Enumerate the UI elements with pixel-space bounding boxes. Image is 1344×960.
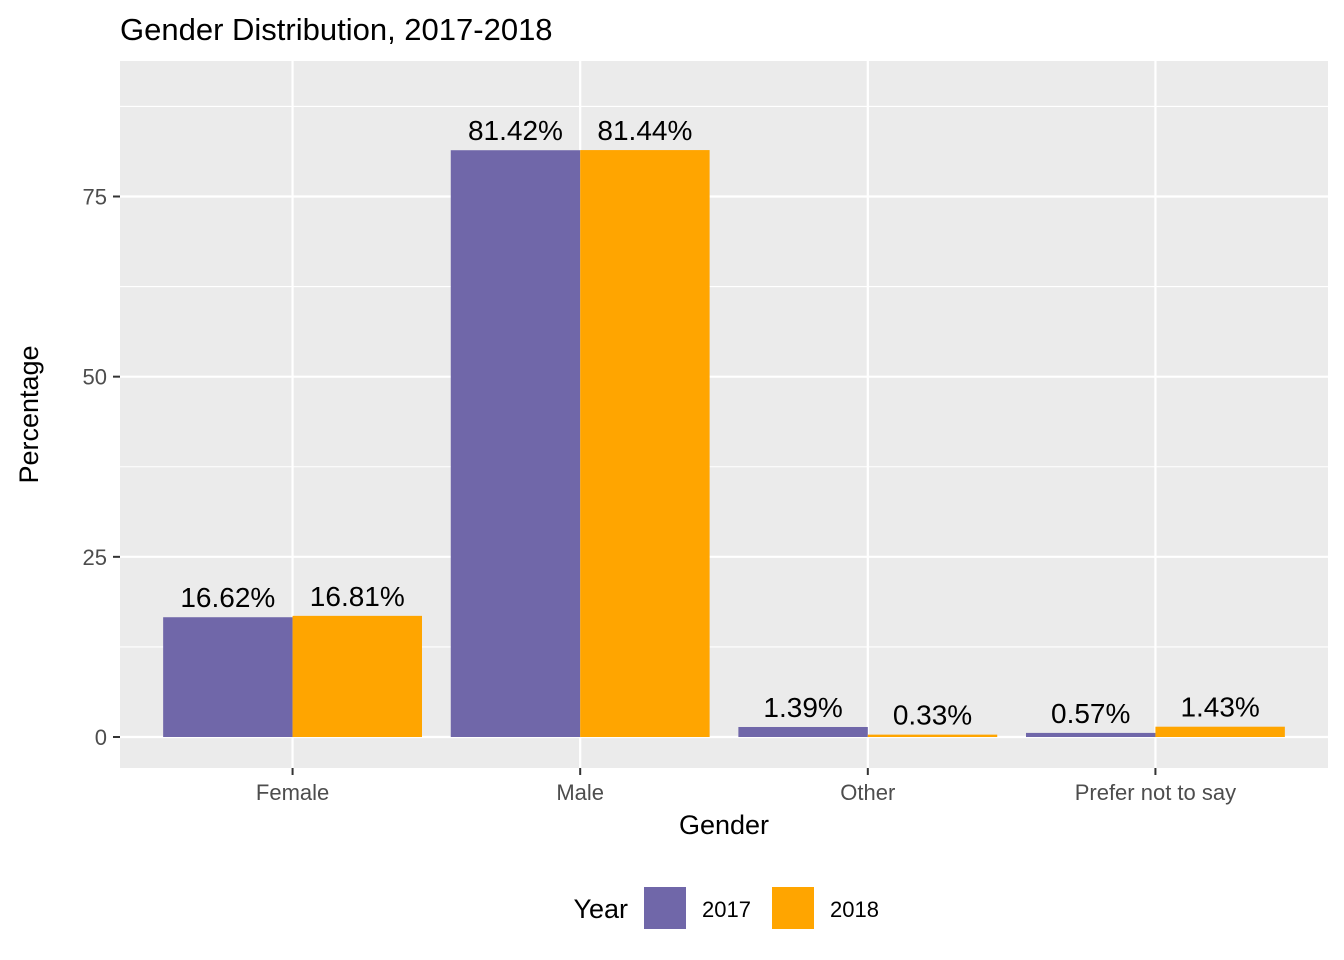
data-label: 1.39% bbox=[763, 692, 842, 723]
data-label: 16.81% bbox=[310, 581, 405, 612]
y-tick-label: 50 bbox=[83, 365, 107, 390]
x-tick-label: Male bbox=[556, 780, 604, 805]
bar-2017-female bbox=[163, 617, 293, 738]
bar-2017-prefer-not-to-say bbox=[1026, 732, 1156, 738]
bar-2018-male bbox=[580, 150, 710, 738]
legend-title: Year bbox=[573, 894, 628, 924]
data-label: 16.62% bbox=[180, 582, 275, 613]
data-label: 0.33% bbox=[893, 700, 972, 731]
bar-2018-female bbox=[292, 615, 422, 738]
legend-label-2018: 2018 bbox=[830, 897, 879, 922]
x-tick-label: Prefer not to say bbox=[1075, 780, 1236, 805]
bar-2018-other bbox=[867, 734, 998, 738]
legend-key-2017 bbox=[644, 887, 686, 929]
x-axis-title: Gender bbox=[679, 810, 769, 840]
data-label: 0.57% bbox=[1051, 698, 1130, 729]
x-tick-label: Other bbox=[840, 780, 895, 805]
chart-title: Gender Distribution, 2017-2018 bbox=[120, 12, 553, 47]
y-tick-label: 25 bbox=[83, 545, 107, 570]
bar-2018-prefer-not-to-say bbox=[1155, 726, 1285, 738]
y-tick-label: 75 bbox=[83, 184, 107, 209]
y-axis-title: Percentage bbox=[14, 345, 44, 483]
data-label: 1.43% bbox=[1180, 692, 1259, 723]
bar-2017-other bbox=[738, 726, 868, 738]
x-tick-label: Female bbox=[256, 780, 329, 805]
legend-key-2018 bbox=[772, 887, 814, 929]
bar-2017-male bbox=[450, 150, 581, 738]
data-label: 81.44% bbox=[597, 115, 692, 146]
legend-label-2017: 2017 bbox=[702, 897, 751, 922]
data-label: 81.42% bbox=[468, 115, 563, 146]
y-tick-label: 0 bbox=[95, 725, 107, 750]
